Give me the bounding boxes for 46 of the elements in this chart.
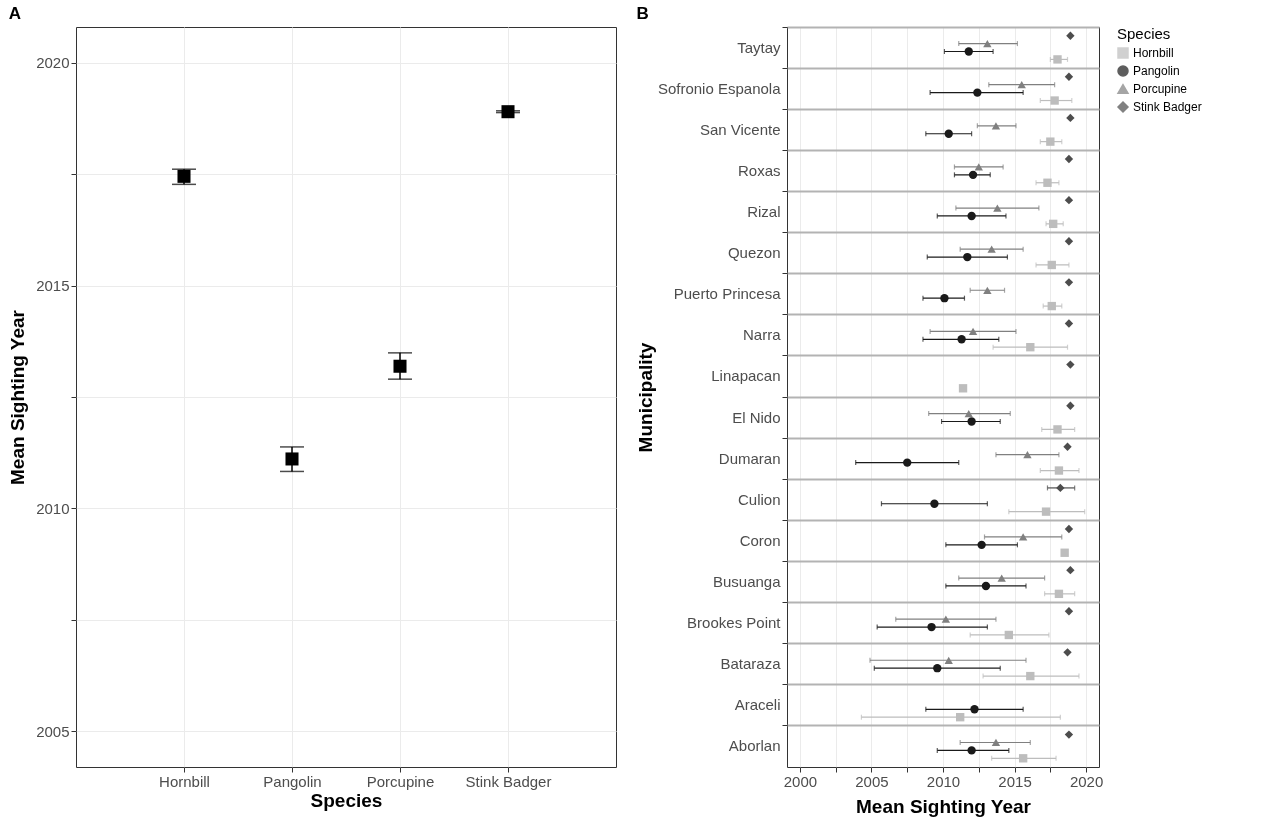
y-tick-label: Narra [742,326,782,344]
x-tick-label: 2020 [1069,772,1104,790]
point [285,452,299,466]
y-tick-label: 2020 [36,54,70,72]
x-tick-label: Hornbill [159,772,210,790]
legend-label: Hornbill [1133,46,1174,60]
y-tick-label: Linapacan [711,367,781,385]
y-tick-label: Coron [739,531,781,549]
legend-label: Porcupine [1133,82,1188,96]
y-tick-label: Rizal [747,203,781,220]
y-tick-label: Sofronio Espanola [657,79,782,97]
y-tick-label: 2015 [36,277,70,295]
y-tick-label: Culion [737,490,781,508]
y-tick-label: Roxas [737,161,781,179]
x-tick-label: Porcupine [366,772,435,790]
y-tick-label: 2005 [36,722,70,740]
y-tick-label: Taytay [737,38,781,56]
point [393,359,407,373]
y-axis-title: Municipality [634,342,656,453]
y-tick-label: Aborlan [728,737,781,755]
legend-label: Stink Badger [1133,100,1202,114]
y-tick-label: Bataraza [720,655,782,673]
y-tick-label: Quezon [727,244,781,262]
x-tick-label: 2010 [926,772,961,790]
text: A [8,4,21,23]
x-tick-label: Stink Badger [465,772,552,790]
y-tick-label: El Nido [732,408,781,426]
y-tick-label: Puerto Princesa [673,285,782,303]
legend-title: Species [1117,25,1171,42]
x-tick-label: Pangolin [263,772,322,790]
point [501,105,515,119]
x-tick-label: 2015 [998,772,1032,790]
x-axis-title: Species [310,789,383,811]
x-tick-label: 2005 [855,772,889,790]
y-tick-label: Busuanga [712,573,782,590]
y-axis-title: Mean Sighting Year [7,309,29,485]
text: B [636,3,649,23]
legend-label: Pangolin [1133,64,1180,78]
point [177,169,191,183]
y-tick-label: Dumaran [718,449,781,467]
y-tick-label: Araceli [734,696,781,714]
y-tick-label: San Vicente [699,120,781,138]
x-tick-label: 2000 [783,772,818,790]
y-tick-label: Brookes Point [687,614,782,632]
x-axis-title: Mean Sighting Year [856,795,1032,817]
y-tick-label: 2010 [36,499,70,517]
